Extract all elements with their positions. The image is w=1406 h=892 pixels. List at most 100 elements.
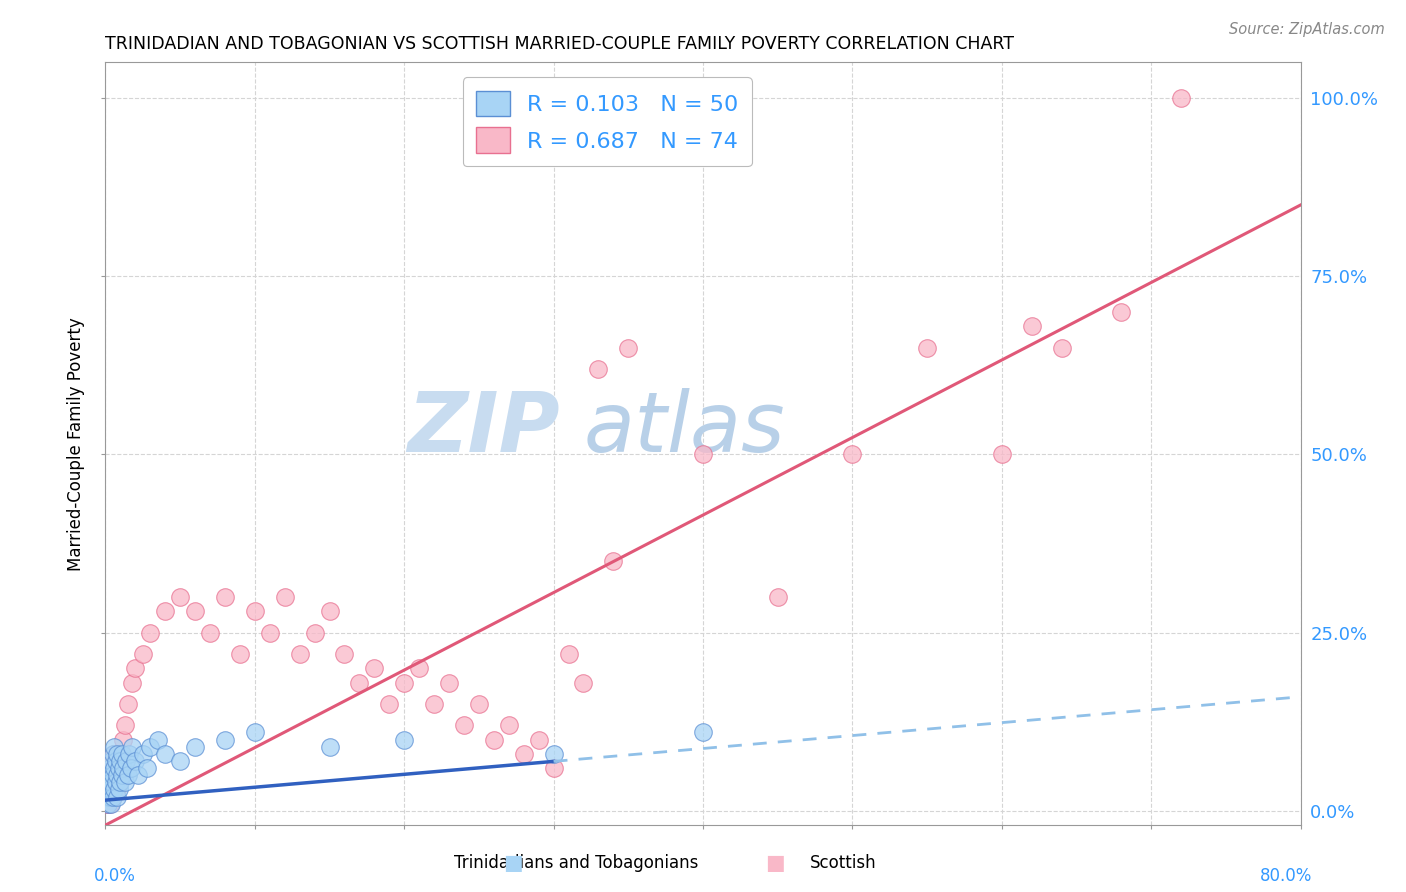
Point bbox=[107, 761, 129, 775]
Text: Source: ZipAtlas.com: Source: ZipAtlas.com bbox=[1229, 22, 1385, 37]
Point bbox=[468, 697, 491, 711]
Point bbox=[107, 789, 129, 804]
Point bbox=[110, 768, 132, 782]
Point bbox=[98, 782, 121, 797]
Point bbox=[97, 797, 120, 811]
Point bbox=[98, 768, 121, 782]
Point bbox=[198, 625, 221, 640]
Point bbox=[169, 590, 191, 604]
Point bbox=[108, 754, 131, 768]
Point bbox=[304, 625, 326, 640]
Point bbox=[169, 754, 191, 768]
Text: atlas: atlas bbox=[583, 388, 785, 469]
Point bbox=[100, 797, 122, 811]
Point bbox=[259, 625, 281, 640]
Point bbox=[112, 761, 135, 775]
Point bbox=[527, 732, 550, 747]
Point bbox=[243, 725, 266, 739]
Point bbox=[184, 739, 207, 754]
Y-axis label: Married-Couple Family Poverty: Married-Couple Family Poverty bbox=[67, 317, 86, 571]
Point bbox=[111, 747, 134, 761]
Point bbox=[101, 789, 124, 804]
Point bbox=[101, 754, 124, 768]
Point bbox=[104, 754, 127, 768]
Point bbox=[107, 747, 129, 761]
Point bbox=[103, 782, 125, 797]
Point bbox=[408, 661, 430, 675]
Point bbox=[103, 761, 125, 775]
Point bbox=[101, 747, 124, 761]
Point bbox=[101, 768, 124, 782]
Point bbox=[107, 782, 129, 797]
Point bbox=[557, 647, 579, 661]
Point bbox=[111, 768, 134, 782]
Point bbox=[97, 797, 120, 811]
Point bbox=[98, 797, 121, 811]
Text: TRINIDADIAN AND TOBAGONIAN VS SCOTTISH MARRIED-COUPLE FAMILY POVERTY CORRELATION: TRINIDADIAN AND TOBAGONIAN VS SCOTTISH M… bbox=[105, 35, 1015, 53]
Point bbox=[104, 775, 127, 789]
Point bbox=[112, 732, 135, 747]
Point bbox=[453, 718, 475, 732]
Point bbox=[100, 775, 122, 789]
Point bbox=[349, 675, 371, 690]
Point bbox=[96, 789, 118, 804]
Point bbox=[243, 604, 266, 618]
Point bbox=[543, 761, 565, 775]
Point bbox=[100, 761, 122, 775]
Point bbox=[124, 661, 146, 675]
Text: 0.0%: 0.0% bbox=[93, 867, 135, 885]
Point bbox=[288, 647, 311, 661]
Point bbox=[103, 761, 125, 775]
Point bbox=[97, 768, 120, 782]
Point bbox=[107, 768, 129, 782]
Legend: R = 0.103   N = 50, R = 0.687   N = 74: R = 0.103 N = 50, R = 0.687 N = 74 bbox=[463, 78, 752, 167]
Point bbox=[1170, 91, 1192, 105]
Point bbox=[118, 747, 141, 761]
Point bbox=[498, 718, 520, 732]
Point bbox=[318, 739, 340, 754]
Point bbox=[110, 754, 132, 768]
Point bbox=[139, 739, 162, 754]
Text: ■: ■ bbox=[765, 854, 785, 873]
Point bbox=[100, 789, 122, 804]
Point bbox=[96, 782, 118, 797]
Point bbox=[214, 590, 236, 604]
Text: Scottish: Scottish bbox=[810, 855, 877, 872]
Point bbox=[146, 732, 169, 747]
Point bbox=[121, 675, 143, 690]
Point bbox=[96, 797, 118, 811]
Point bbox=[692, 447, 714, 461]
Point bbox=[124, 754, 146, 768]
Point bbox=[132, 647, 155, 661]
Point bbox=[513, 747, 536, 761]
Text: 80.0%: 80.0% bbox=[1260, 867, 1313, 885]
Point bbox=[96, 789, 118, 804]
Point bbox=[110, 775, 132, 789]
Point bbox=[1111, 305, 1133, 319]
Point bbox=[127, 768, 149, 782]
Point bbox=[394, 732, 416, 747]
Point bbox=[229, 647, 252, 661]
Point bbox=[841, 447, 863, 461]
Point bbox=[97, 775, 120, 789]
Point bbox=[117, 697, 139, 711]
Point bbox=[394, 675, 416, 690]
Point bbox=[114, 718, 136, 732]
Point bbox=[108, 761, 131, 775]
Point bbox=[103, 739, 125, 754]
Point bbox=[990, 447, 1012, 461]
Point bbox=[98, 789, 121, 804]
Point bbox=[104, 775, 127, 789]
Text: ■: ■ bbox=[503, 854, 523, 873]
Point bbox=[100, 754, 122, 768]
Point bbox=[184, 604, 207, 618]
Point bbox=[1050, 341, 1073, 355]
Point bbox=[104, 754, 127, 768]
Point bbox=[692, 725, 714, 739]
Point bbox=[98, 782, 121, 797]
Point bbox=[214, 732, 236, 747]
Point bbox=[602, 554, 624, 568]
Point bbox=[96, 782, 118, 797]
Point bbox=[423, 697, 446, 711]
Point bbox=[915, 341, 938, 355]
